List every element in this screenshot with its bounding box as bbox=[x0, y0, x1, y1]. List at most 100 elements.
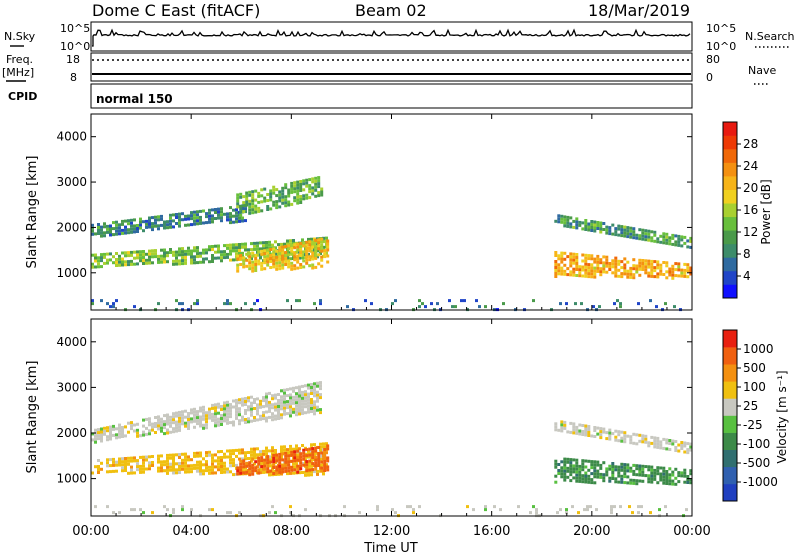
echo-cell bbox=[629, 272, 633, 276]
echo-cell bbox=[169, 219, 172, 223]
echo-cell bbox=[248, 258, 252, 262]
echo-cell bbox=[202, 221, 205, 225]
echo-cell bbox=[302, 265, 306, 269]
echo-cell bbox=[286, 299, 289, 303]
echo-cell bbox=[238, 419, 241, 423]
echo-cell bbox=[251, 193, 255, 197]
echo-cell bbox=[211, 403, 214, 407]
echo-cell bbox=[275, 194, 279, 198]
echo-cell bbox=[314, 455, 318, 459]
echo-cell bbox=[293, 196, 297, 200]
echo-cell bbox=[286, 472, 289, 476]
echo-cell bbox=[254, 189, 258, 193]
echo-cell bbox=[103, 255, 106, 259]
echo-cell bbox=[575, 458, 579, 462]
echo-cell bbox=[317, 455, 321, 458]
y-tick-label: 4000 bbox=[56, 335, 87, 349]
echo-cell bbox=[296, 467, 300, 471]
echo-cell bbox=[236, 257, 240, 261]
echo-cell bbox=[238, 401, 241, 405]
echo-cell bbox=[412, 508, 415, 512]
echo-cell bbox=[326, 459, 330, 463]
echo-cell bbox=[623, 225, 627, 229]
echo-cell bbox=[226, 511, 229, 515]
echo-cell bbox=[599, 261, 603, 265]
echo-cell bbox=[665, 482, 669, 485]
echo-cell bbox=[226, 421, 229, 425]
echo-cell bbox=[677, 474, 681, 478]
echo-cell bbox=[112, 460, 115, 464]
echo-cell bbox=[298, 299, 301, 303]
echo-cell bbox=[166, 226, 169, 230]
echo-cell bbox=[220, 468, 223, 471]
echo-cell bbox=[323, 255, 327, 259]
echo-cell bbox=[281, 201, 285, 205]
echo-cell bbox=[94, 505, 97, 509]
echo-cell bbox=[166, 220, 169, 224]
echo-cell bbox=[653, 269, 657, 273]
echo-cell bbox=[262, 470, 265, 474]
echo-cell bbox=[139, 250, 142, 254]
echo-cell bbox=[575, 223, 579, 227]
echo-cell bbox=[454, 305, 457, 309]
echo-cell bbox=[94, 232, 97, 236]
echo-cell bbox=[223, 244, 226, 248]
echo-cell bbox=[242, 262, 246, 266]
echo-cell bbox=[284, 260, 288, 263]
echo-cell bbox=[614, 259, 618, 263]
echo-cell bbox=[575, 265, 579, 268]
y-tick-label: 2000 bbox=[56, 426, 87, 440]
echo-cell bbox=[190, 467, 193, 471]
echo-cell bbox=[196, 246, 199, 250]
echo-cell bbox=[178, 302, 181, 306]
echo-cell bbox=[175, 253, 178, 257]
echo-cell bbox=[241, 448, 244, 452]
echo-cell bbox=[190, 258, 193, 262]
echo-cell bbox=[226, 218, 229, 222]
echo-cell bbox=[259, 471, 262, 475]
echo-cell bbox=[112, 255, 115, 259]
echo-cell bbox=[268, 473, 271, 477]
echo-cell bbox=[596, 426, 600, 430]
echo-cell bbox=[572, 252, 576, 256]
echo-cell bbox=[112, 463, 115, 467]
echo-cell bbox=[674, 476, 678, 480]
echo-cell bbox=[268, 403, 271, 407]
echo-cell bbox=[163, 223, 166, 227]
echo-cell bbox=[605, 264, 609, 268]
echo-cell bbox=[278, 464, 282, 468]
echo-cell bbox=[599, 258, 603, 262]
echo-cell bbox=[323, 240, 327, 244]
echo-cell bbox=[641, 437, 645, 441]
echo-cell bbox=[244, 451, 247, 455]
echo-cell bbox=[199, 421, 202, 425]
echo-cell bbox=[623, 269, 627, 273]
echo-cell bbox=[280, 416, 283, 420]
echo-cell bbox=[319, 442, 322, 446]
nsky-series bbox=[92, 28, 691, 47]
echo-cell bbox=[181, 247, 184, 251]
echo-cell bbox=[175, 453, 178, 457]
echo-cell bbox=[271, 412, 274, 416]
echo-cell bbox=[638, 473, 642, 477]
echo-cell bbox=[311, 177, 315, 181]
echo-cell bbox=[196, 469, 199, 473]
echo-cell bbox=[310, 386, 313, 389]
echo-cell bbox=[163, 248, 166, 252]
echo-cell bbox=[268, 249, 271, 253]
echo-cell bbox=[154, 224, 157, 228]
echo-cell bbox=[238, 457, 241, 461]
echo-cell bbox=[254, 207, 258, 211]
echo-cell bbox=[310, 404, 313, 407]
echo-cell bbox=[302, 454, 306, 458]
echo-cell bbox=[136, 468, 139, 472]
echo-cell bbox=[269, 189, 273, 193]
echo-cell bbox=[290, 453, 294, 457]
echo-cell bbox=[671, 479, 675, 483]
echo-cell bbox=[109, 227, 112, 231]
echo-cell bbox=[242, 259, 246, 263]
echo-cell bbox=[298, 447, 301, 451]
echo-cell bbox=[124, 460, 127, 463]
echo-cell bbox=[214, 244, 217, 248]
